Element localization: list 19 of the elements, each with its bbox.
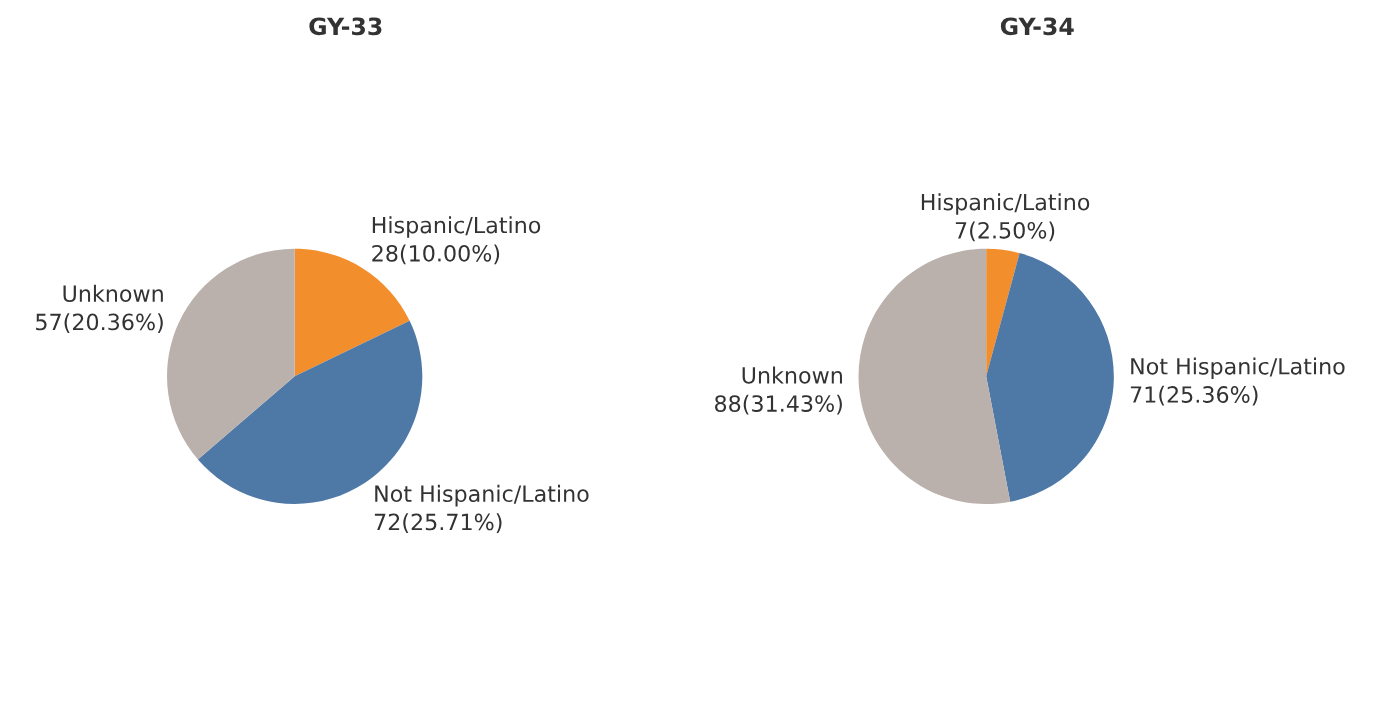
slice-label: Unknown [742, 366, 842, 384]
data-label: 57(20.36%) [36, 313, 163, 333]
data-label: 71(25.36%) [1130, 385, 1258, 406]
data-label: 28(10.00%) [372, 244, 500, 265]
data-label: 72(25.71%) [374, 513, 502, 533]
data-label: 88(31.43%) [715, 394, 842, 415]
pie-slice [986, 248, 1020, 377]
slice-label: Unknown [63, 284, 163, 303]
pie-slice [858, 248, 1011, 504]
data-label: 7(2.50%) [955, 221, 1055, 242]
slice-label: Hispanic/Latino [372, 216, 541, 238]
pie-slice [986, 253, 1114, 502]
slice-label: Not Hispanic/Latino [375, 484, 589, 507]
pie-slice [167, 248, 295, 460]
pie-slice [197, 320, 423, 504]
chart-title: GY-34 [1000, 17, 1074, 36]
chart-title: GY-33 [309, 17, 382, 36]
slice-label: Hispanic/Latino [921, 193, 1090, 215]
slice-label: Not Hispanic/Latino [1131, 357, 1345, 379]
